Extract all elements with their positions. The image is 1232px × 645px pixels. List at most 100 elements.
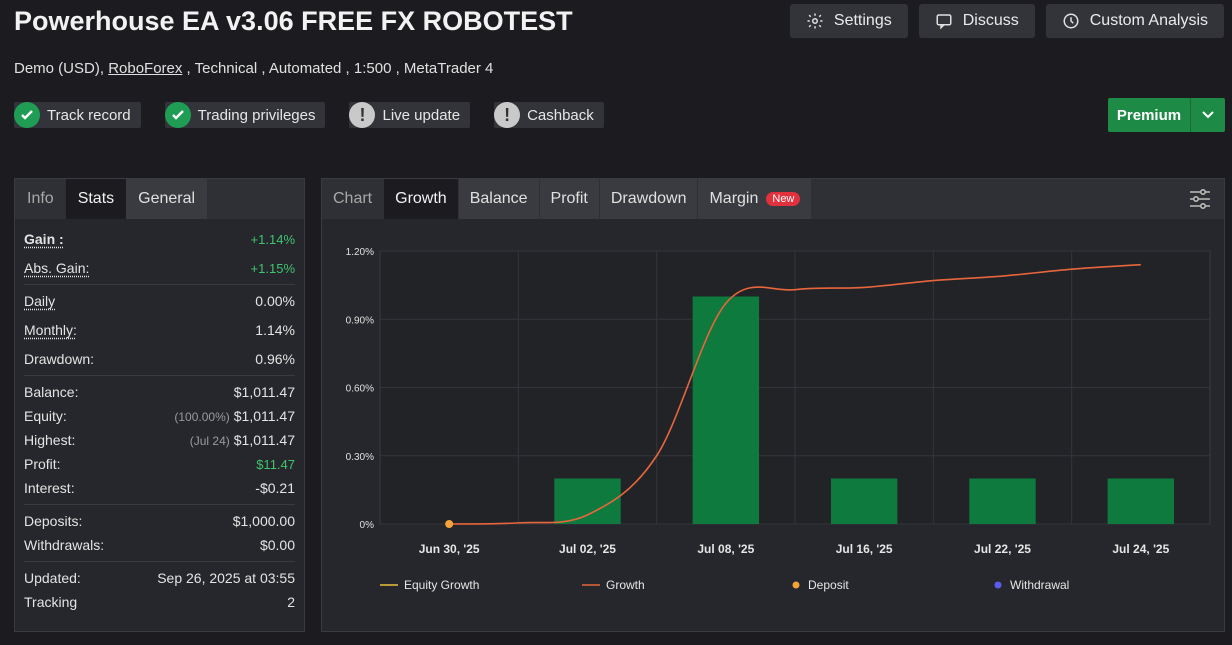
stat-updated: Updated: Sep 26, 2025 at 03:55 bbox=[24, 566, 295, 590]
tab-profit[interactable]: Profit bbox=[539, 179, 599, 219]
subtitle-pre: Demo (USD), bbox=[14, 60, 109, 77]
stat-profit: Profit: $11.47 bbox=[24, 452, 295, 476]
check-icon bbox=[164, 102, 191, 128]
badge-label: Trading privileges bbox=[197, 106, 316, 124]
premium-button[interactable]: Premium bbox=[1108, 98, 1225, 132]
x-tick-label: Jul 22, '25 bbox=[974, 542, 1031, 556]
stat-highest: Highest: (Jul 24) $1,011.47 bbox=[24, 428, 295, 452]
discuss-button[interactable]: Discuss bbox=[918, 4, 1035, 38]
y-tick-label: 0.90% bbox=[346, 315, 374, 326]
stat-value: Sep 26, 2025 at 03:55 bbox=[157, 570, 295, 586]
stat-pre: (Jul 24) bbox=[189, 434, 230, 448]
badge-cashback[interactable]: ! Cashback bbox=[494, 102, 604, 128]
chart-tabs: Chart Growth Balance Profit Drawdown Mar… bbox=[322, 179, 1224, 219]
bar bbox=[969, 478, 1036, 524]
x-tick-label: Jul 16, '25 bbox=[836, 542, 893, 556]
stat-value: 0.96% bbox=[255, 351, 295, 367]
stat-tracking: Tracking 2 bbox=[24, 590, 295, 614]
legend-swatch-dot bbox=[994, 581, 1002, 589]
badge-live-update[interactable]: ! Live update bbox=[349, 102, 471, 128]
tab-info[interactable]: Info bbox=[27, 190, 54, 207]
discuss-label: Discuss bbox=[962, 12, 1019, 29]
stat-label[interactable]: Abs. Gain: bbox=[24, 260, 90, 276]
stat-withdrawals: Withdrawals: $0.00 bbox=[24, 533, 295, 557]
badge-track-record[interactable]: Track record bbox=[14, 102, 141, 128]
settings-label: Settings bbox=[833, 12, 892, 29]
bar bbox=[1107, 478, 1175, 524]
stat-value: $11.47 bbox=[256, 456, 295, 472]
legend-label: Deposit bbox=[808, 578, 849, 592]
stat-label: Highest: bbox=[24, 432, 76, 448]
tab-margin-label: Margin bbox=[709, 190, 759, 207]
tab-chart[interactable]: Chart bbox=[322, 179, 384, 219]
y-tick-label: 0.60% bbox=[346, 384, 374, 395]
page-title: Powerhouse EA v3.06 FREE FX ROBOTEST bbox=[14, 6, 573, 36]
legend-label: Growth bbox=[606, 578, 645, 592]
custom-analysis-label: Custom Analysis bbox=[1089, 12, 1208, 29]
stat-equity: Equity: (100.00%) $1,011.47 bbox=[24, 404, 295, 428]
stat-label: Profit: bbox=[24, 456, 61, 472]
bar bbox=[692, 296, 760, 524]
stat-label: Balance: bbox=[24, 384, 79, 400]
badge-trading-privileges[interactable]: Trading privileges bbox=[164, 102, 326, 128]
tab-general[interactable]: General bbox=[126, 179, 208, 219]
tab-drawdown[interactable]: Drawdown bbox=[599, 179, 698, 219]
stats-panel: Info Stats General Gain : +1.14% Abs. Gai… bbox=[14, 178, 305, 632]
check-icon bbox=[14, 102, 40, 128]
x-tick-label: Jul 08, '25 bbox=[697, 542, 754, 556]
tab-stats[interactable]: Stats bbox=[65, 179, 127, 219]
divider bbox=[24, 504, 295, 505]
stat-value: $1,000.00 bbox=[232, 513, 295, 529]
chevron-down-icon[interactable] bbox=[1191, 111, 1225, 119]
stat-value: $1,011.47 bbox=[233, 408, 295, 424]
stat-value: 2 bbox=[287, 594, 295, 610]
stat-interest: Interest: -$0.21 bbox=[24, 476, 295, 500]
bar bbox=[554, 478, 621, 524]
stat-label[interactable]: Monthly: bbox=[24, 322, 77, 338]
custom-analysis-button[interactable]: Custom Analysis bbox=[1045, 4, 1224, 38]
stats-list: Gain : +1.14% Abs. Gain: +1.15% Daily 0.00%… bbox=[15, 219, 304, 614]
top-toolbar: Settings Discuss Custom Analysis bbox=[789, 4, 1224, 38]
stat-label[interactable]: Daily bbox=[24, 293, 56, 309]
stat-label: Withdrawals: bbox=[24, 537, 105, 553]
new-badge: New bbox=[766, 192, 801, 206]
stat-label[interactable]: Gain : bbox=[24, 231, 64, 247]
stat-label: Updated: bbox=[24, 570, 81, 586]
broker-link[interactable]: RoboForex bbox=[108, 60, 183, 77]
badge-label: Cashback bbox=[527, 106, 594, 124]
bar bbox=[830, 478, 898, 524]
gear-icon bbox=[807, 13, 823, 29]
tab-margin[interactable]: Margin New bbox=[698, 179, 812, 219]
chat-icon bbox=[936, 14, 952, 30]
y-tick-label: 1.20% bbox=[346, 247, 374, 258]
x-tick-label: Jul 24, '25 bbox=[1112, 542, 1169, 556]
stat-value: -$0.21 bbox=[255, 480, 295, 496]
stat-value: $0.00 bbox=[259, 537, 295, 553]
subtitle-post: , Technical , Automated , 1:500 , MetaTr… bbox=[182, 60, 494, 77]
stat-value: $1,011.47 bbox=[233, 384, 295, 400]
exclamation-icon: ! bbox=[349, 102, 376, 128]
growth-chart: 0% 0.30% 0.60% 0.90% 1.20% Jun 30, '25 Jul 02,… bbox=[346, 247, 1211, 592]
tab-balance[interactable]: Balance bbox=[458, 179, 539, 219]
divider bbox=[24, 375, 295, 376]
sliders-icon[interactable] bbox=[1188, 187, 1212, 211]
badge-label: Track record bbox=[47, 106, 131, 124]
stats-tabs: Info Stats General bbox=[15, 179, 304, 219]
stat-gain: Gain : +1.14% bbox=[24, 227, 295, 251]
deposit-point bbox=[445, 520, 454, 528]
stat-value: $1,011.47 bbox=[233, 432, 295, 448]
y-tick-label: 0.30% bbox=[346, 452, 374, 463]
chart-panel: Chart Growth Balance Profit Drawdown Mar… bbox=[321, 178, 1225, 632]
stat-abs-gain: Abs. Gain: +1.15% bbox=[24, 256, 295, 280]
stat-drawdown: Drawdown: 0.96% bbox=[24, 347, 295, 371]
badge-label: Live update bbox=[382, 106, 461, 124]
tab-growth[interactable]: Growth bbox=[384, 179, 458, 219]
stat-deposits: Deposits: $1,000.00 bbox=[24, 509, 295, 533]
stat-value: +1.15% bbox=[250, 260, 295, 276]
stat-label: Tracking bbox=[24, 594, 78, 610]
stat-label: Deposits: bbox=[24, 513, 83, 529]
premium-label: Premium bbox=[1116, 106, 1182, 124]
exclamation-icon: ! bbox=[494, 102, 521, 128]
account-subtitle: Demo (USD), RoboForex , Technical , Auto… bbox=[14, 60, 493, 77]
settings-button[interactable]: Settings bbox=[789, 4, 908, 38]
